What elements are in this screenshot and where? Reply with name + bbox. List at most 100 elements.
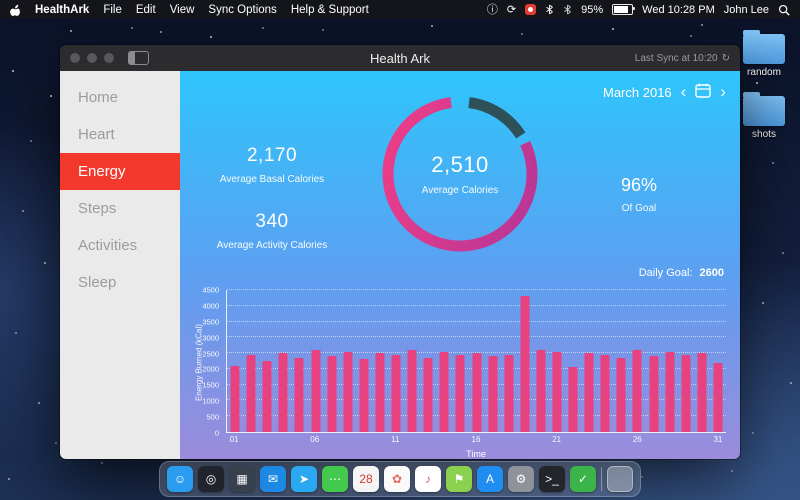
sidebar-item-sleep[interactable]: Sleep xyxy=(78,274,117,291)
dock-icon-calendar[interactable]: 28 xyxy=(353,466,379,492)
goal-percentage: 96% Of Goal xyxy=(620,175,658,214)
menu-item-app[interactable]: HealthArk xyxy=(35,3,90,16)
dock-icon-finder[interactable]: ☺ xyxy=(167,466,193,492)
bar-day-16 xyxy=(472,353,481,432)
dock-icon-appstore[interactable]: A xyxy=(477,466,503,492)
x-tick-label: 31 xyxy=(713,435,723,444)
month-navigator: March 2016 ‹ › xyxy=(603,83,726,101)
bar-day-23 xyxy=(584,353,594,432)
refresh-icon[interactable]: ↻ xyxy=(721,52,730,64)
y-tick-label: 4000 xyxy=(202,301,219,311)
bluetooth-icon-2[interactable] xyxy=(563,3,572,17)
y-tick-label: 4500 xyxy=(202,285,219,295)
dock-icon-terminal[interactable]: >_ xyxy=(539,466,565,492)
menu-item-sync-options[interactable]: Sync Options xyxy=(208,3,277,16)
bar-day-28 xyxy=(665,351,675,432)
dock-icon-settings[interactable]: ⚙ xyxy=(508,466,534,492)
battery-icon[interactable] xyxy=(612,4,636,15)
dock-icon-trash[interactable] xyxy=(607,466,633,492)
minimize-button[interactable] xyxy=(87,53,97,63)
app-badge-icon[interactable] xyxy=(525,4,537,15)
dock-icon-safari[interactable]: ➤ xyxy=(291,466,317,492)
folder-icon xyxy=(743,92,785,126)
bar-day-03 xyxy=(262,361,272,432)
window-titlebar[interactable]: Health Ark Last Sync at 10:20 ↻ xyxy=(60,45,740,71)
stat-activity-calories: 340 Average Activity Calories xyxy=(216,211,328,251)
desktop-folder-shots[interactable]: shots xyxy=(734,92,794,140)
y-tick-label: 3000 xyxy=(202,333,219,343)
stat-basal-calories: 2,170 Average Basal Calories xyxy=(219,145,325,185)
apple-menu-icon[interactable] xyxy=(10,3,21,17)
calories-ring-chart: 2,510 Average Calories xyxy=(374,88,546,260)
x-tick-label: 01 xyxy=(229,435,239,444)
menu-user[interactable]: John Lee xyxy=(723,3,769,16)
bar-day-18 xyxy=(504,354,514,432)
y-tick-label: 0 xyxy=(214,428,219,438)
sidebar-item-heart[interactable]: Heart xyxy=(78,126,115,143)
calendar-icon[interactable] xyxy=(695,83,712,101)
prev-month-icon[interactable]: ‹ xyxy=(680,82,687,101)
dock: ☺ ◎ ▦ ✉ ➤ ⋯ 28 ✿ ♪ ⚑ A ⚙ >_ ✓ xyxy=(159,461,641,497)
bar-day-29 xyxy=(681,354,691,432)
menu-item-view[interactable]: View xyxy=(169,3,195,16)
dock-icon-siri[interactable]: ◎ xyxy=(198,466,224,492)
gridline xyxy=(227,289,726,290)
dock-icon-launchpad[interactable]: ▦ xyxy=(229,466,255,492)
bluetooth-icon[interactable] xyxy=(545,3,554,17)
bar-day-10 xyxy=(375,353,385,432)
sidebar: Home Heart Energy Steps Activities Sleep xyxy=(60,71,180,459)
bar-day-22 xyxy=(568,367,578,432)
dock-icon-messages[interactable]: ⋯ xyxy=(322,466,348,492)
menu-bar: HealthArk File Edit View Sync Options Help &… xyxy=(0,0,800,19)
chart-x-ticks: 01 06 11 16 21 26 31 xyxy=(226,435,726,446)
menu-item-help-support[interactable]: Help & Support xyxy=(290,3,369,16)
x-tick-label: 16 xyxy=(471,435,481,444)
sidebar-item-steps[interactable]: Steps xyxy=(78,200,117,217)
health-ark-window: Health Ark Last Sync at 10:20 ↻ Home Hear… xyxy=(60,45,740,459)
average-calories-value: 2,510 xyxy=(431,152,489,177)
sidebar-item-activities[interactable]: Activities xyxy=(78,237,138,254)
sidebar-toggle-icon[interactable] xyxy=(128,51,149,65)
sidebar-item-energy[interactable]: Energy xyxy=(60,153,180,190)
bar-day-26 xyxy=(632,349,642,432)
bar-day-09 xyxy=(359,359,369,432)
desktop-folder-random[interactable]: random xyxy=(734,30,794,78)
menu-clock[interactable]: Wed 10:28 PM xyxy=(642,3,715,16)
gridline xyxy=(227,336,726,338)
sync-icon[interactable]: ⟳ xyxy=(506,3,517,16)
dock-icon-photos[interactable]: ✿ xyxy=(384,466,410,492)
bar-day-25 xyxy=(616,357,626,432)
chart-x-axis-label: Time xyxy=(466,449,486,459)
info-icon[interactable]: ⓘ xyxy=(486,3,498,16)
spotlight-search-icon[interactable] xyxy=(778,3,790,17)
dock-icon-mail[interactable]: ✉ xyxy=(260,466,286,492)
average-calories-label: Average Calories xyxy=(421,185,499,196)
bar-day-15 xyxy=(455,354,465,432)
menu-items: File Edit View Sync Options Help & Support xyxy=(103,4,368,16)
x-tick-label: 21 xyxy=(552,435,562,444)
ring-svg xyxy=(382,96,538,252)
menu-item-edit[interactable]: Edit xyxy=(135,3,156,16)
zoom-button[interactable] xyxy=(104,53,114,63)
chart-plot xyxy=(226,289,726,433)
bar-day-20 xyxy=(536,349,546,432)
dock-icon-notes[interactable]: ✓ xyxy=(570,466,596,492)
bar-day-14 xyxy=(439,351,449,432)
dock-separator xyxy=(601,467,602,491)
x-tick-label: 06 xyxy=(310,435,320,444)
bar-day-02 xyxy=(246,354,256,432)
bar-day-08 xyxy=(343,351,353,432)
sidebar-item-home[interactable]: Home xyxy=(78,89,119,106)
dock-icon-itunes[interactable]: ♪ xyxy=(415,466,441,492)
next-month-icon[interactable]: › xyxy=(720,82,726,101)
bar-day-30 xyxy=(697,353,707,432)
bar-day-31 xyxy=(713,362,723,432)
y-tick-label: 1000 xyxy=(202,396,219,406)
close-button[interactable] xyxy=(70,53,80,63)
daily-goal: Daily Goal: 2600 xyxy=(638,267,724,279)
bar-day-19 xyxy=(520,296,530,432)
menu-item-file[interactable]: File xyxy=(103,3,122,16)
bar-day-12 xyxy=(407,349,417,432)
bar-day-06 xyxy=(311,349,321,432)
dock-icon-maps[interactable]: ⚑ xyxy=(446,466,472,492)
